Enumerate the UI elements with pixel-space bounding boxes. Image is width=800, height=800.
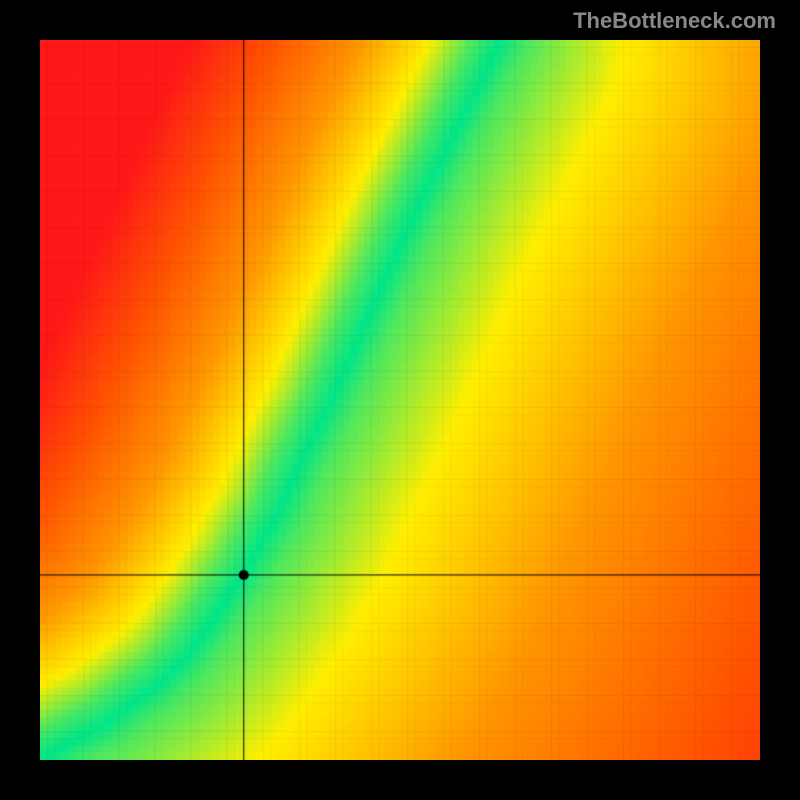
watermark-text: TheBottleneck.com: [573, 8, 776, 34]
bottleneck-heatmap: [40, 40, 760, 760]
chart-container: TheBottleneck.com: [0, 0, 800, 800]
